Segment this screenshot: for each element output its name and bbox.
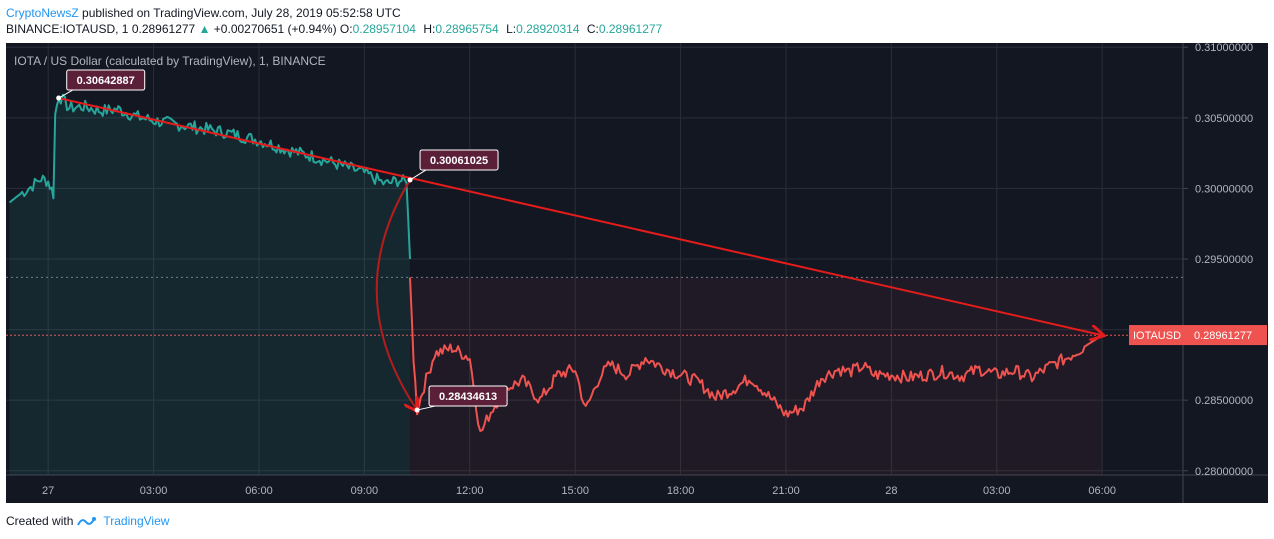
up-arrow-icon: ▲ [198, 22, 211, 36]
current-price-tag-label: 0.28961277 [1194, 330, 1252, 342]
close-label: C: [586, 22, 599, 36]
price-chart[interactable]: 0.30642887 0.30061025 0.28434613 0.3100000… [0, 0, 1274, 505]
x-tick-label: 09:00 [351, 485, 379, 497]
symbol-price-tag [1129, 325, 1185, 346]
created-with-label: Created with [6, 514, 74, 528]
time-axis[interactable] [6, 475, 1268, 503]
series-area-fill [9, 94, 410, 475]
x-tick-label: 03:00 [140, 485, 168, 497]
x-tick-label: 15:00 [561, 485, 589, 497]
price-callout-label: 0.30642887 [77, 75, 135, 87]
close-value: 0.28961277 [598, 22, 663, 36]
price-callout-label: 0.28434613 [439, 391, 497, 403]
trend-line-arrow [58, 97, 1102, 335]
chart-title: IOTA / US Dollar (calculated by TradingV… [14, 54, 326, 68]
price-line-down [409, 277, 1103, 432]
y-tick-label: 0.30000000 [1195, 183, 1253, 195]
price-callout-box [419, 149, 499, 171]
y-tick-label: 0.30500000 [1195, 113, 1253, 125]
footer: Created with TradingView [6, 514, 169, 528]
callout-leader [416, 405, 436, 411]
price-callout-box [428, 385, 508, 407]
low-label: L: [506, 22, 517, 36]
x-tick-label: 21:00 [772, 485, 800, 497]
y-tick-label: 0.28500000 [1195, 395, 1253, 407]
publish-line: CryptoNewsZ published on TradingView.com… [6, 6, 401, 20]
price-callout-label: 0.30061025 [430, 155, 488, 167]
tradingview-link[interactable]: TradingView [103, 514, 170, 528]
high-value: 0.28965754 [435, 22, 499, 36]
price-callout-box [66, 69, 146, 91]
x-tick-label: 18:00 [667, 485, 695, 497]
last-price: 0.28961277 [131, 22, 196, 36]
publish-info: published on TradingView.com, July 28, 2… [82, 6, 401, 20]
price-axis[interactable] [1183, 43, 1268, 475]
low-value: 0.28920314 [516, 22, 580, 36]
price-line-up [8, 93, 411, 260]
tradingview-logo-icon [77, 517, 97, 526]
x-tick-label: 12:00 [456, 485, 484, 497]
callout-leader [409, 169, 427, 181]
y-tick-label: 0.29500000 [1195, 254, 1253, 266]
open-value: 0.28957104 [352, 22, 416, 36]
symbol-label: BINANCE:IOTAUSD, 1 [6, 22, 129, 36]
current-price-tag [1185, 325, 1267, 346]
series-area-fill [410, 277, 1103, 475]
drop-arrow [375, 179, 417, 410]
x-tick-label: 06:00 [1088, 485, 1116, 497]
x-tick-label: 06:00 [245, 485, 273, 497]
y-tick-label: 0.28000000 [1195, 466, 1253, 478]
y-tick-label: 0.31000000 [1195, 42, 1253, 54]
open-label: O: [339, 22, 353, 36]
x-tick-label: 28 [885, 485, 897, 497]
high-label: H: [423, 22, 436, 36]
callout-leader [58, 89, 73, 99]
price-change: +0.00270651 (+0.94%) [213, 22, 337, 36]
author-name[interactable]: CryptoNewsZ [6, 6, 79, 20]
symbol-price-tag-label: IOTAUSD [1133, 330, 1181, 342]
x-tick-label: 27 [42, 485, 54, 497]
ohlc-line: BINANCE:IOTAUSD, 1 0.28961277 ▲ +0.00270… [6, 22, 666, 36]
x-tick-label: 03:00 [983, 485, 1011, 497]
